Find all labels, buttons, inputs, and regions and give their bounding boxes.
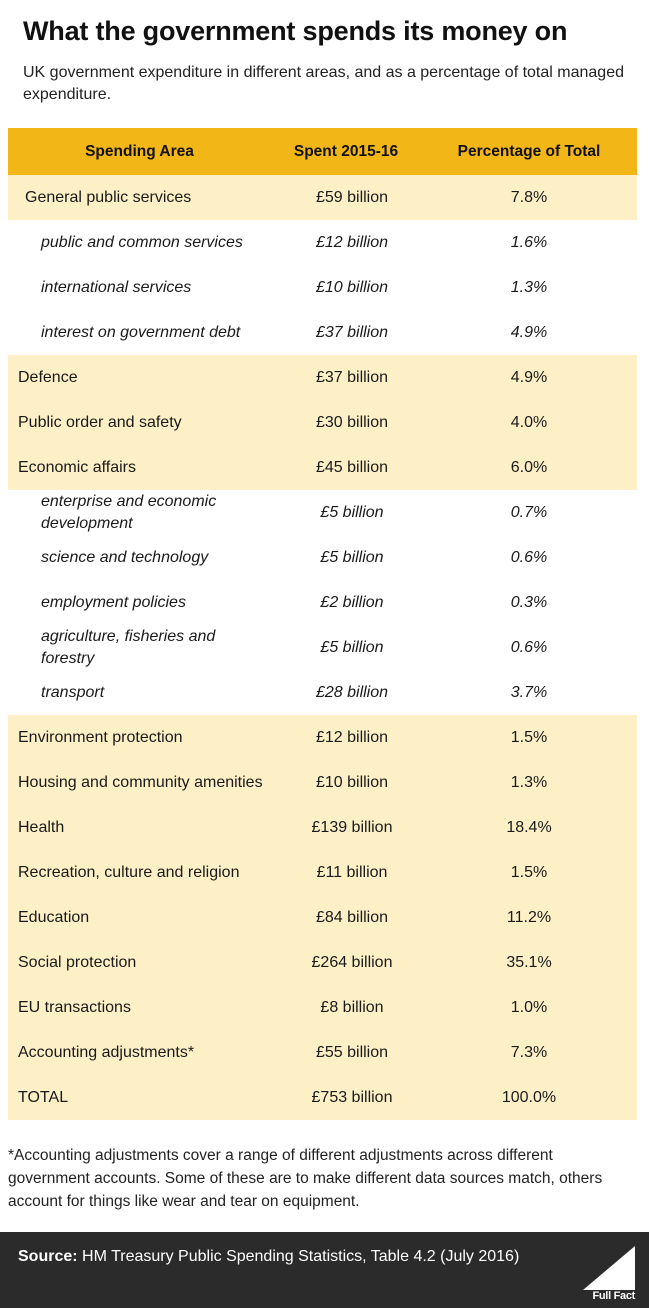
table-row: employment policies £2 billion 0.3% xyxy=(8,580,637,625)
table-row: Housing and community amenities £10 bill… xyxy=(8,760,637,805)
spending-table: Spending Area Spent 2015-16 Percentage o… xyxy=(8,128,637,1120)
row-percentage: 0.6% xyxy=(510,638,548,656)
row-spent: £37 billion xyxy=(315,323,389,341)
row-spent: £12 billion xyxy=(315,728,389,746)
row-area: Defence xyxy=(18,368,78,386)
header-spent: Spent 2015-16 xyxy=(293,142,399,160)
row-area: interest on government debt xyxy=(41,323,241,341)
row-spent: £28 billion xyxy=(315,683,389,701)
table-row-total: TOTAL £753 billion 100.0% xyxy=(8,1075,637,1120)
row-percentage: 1.5% xyxy=(510,728,548,746)
source-bar: Source: HM Treasury Public Spending Stat… xyxy=(0,1232,649,1308)
row-percentage: 1.5% xyxy=(510,863,548,881)
row-area: Accounting adjustments* xyxy=(18,1043,195,1061)
table-row: Health £139 billion 18.4% xyxy=(8,805,637,850)
row-area: Health xyxy=(18,818,65,836)
table-row: interest on government debt £37 billion … xyxy=(8,310,637,355)
table-row: transport £28 billion 3.7% xyxy=(8,670,637,715)
row-area: Public order and safety xyxy=(18,413,182,431)
row-area: General public services xyxy=(25,188,192,206)
row-area: transport xyxy=(41,683,105,701)
row-percentage: 1.0% xyxy=(510,998,548,1016)
table-row: Recreation, culture and religion £11 bil… xyxy=(8,850,637,895)
row-area: Education xyxy=(18,908,90,926)
row-area: public and common services xyxy=(41,233,243,251)
row-area: employment policies xyxy=(41,593,186,611)
row-area: science and technology xyxy=(41,548,209,566)
row-spent: £5 billion xyxy=(320,503,384,521)
row-percentage: 0.3% xyxy=(510,593,548,611)
source-text: Source: HM Treasury Public Spending Stat… xyxy=(18,1248,519,1266)
row-percentage: 35.1% xyxy=(506,953,552,971)
row-percentage: 0.7% xyxy=(510,503,548,521)
row-percentage: 4.0% xyxy=(510,413,548,431)
row-percentage: 1.3% xyxy=(510,773,548,791)
row-percentage: 1.6% xyxy=(510,233,548,251)
table-row: agriculture, fisheries and forestry £5 b… xyxy=(8,625,637,670)
row-percentage: 4.9% xyxy=(510,323,548,341)
row-percentage: 1.3% xyxy=(510,278,548,296)
row-spent: £45 billion xyxy=(315,458,389,476)
row-percentage: 6.0% xyxy=(510,458,548,476)
row-spent: £59 billion xyxy=(315,188,389,206)
row-percentage: 3.7% xyxy=(510,683,548,701)
row-spent: £264 billion xyxy=(311,953,393,971)
row-area: EU transactions xyxy=(18,998,131,1016)
row-area: enterprise and economic development xyxy=(41,492,217,532)
row-percentage: 0.6% xyxy=(510,548,548,566)
row-spent: £37 billion xyxy=(315,368,389,386)
logo-text: Full Fact xyxy=(592,1290,635,1302)
table-row: science and technology £5 billion 0.6% xyxy=(8,535,637,580)
table-header: Spending Area Spent 2015-16 Percentage o… xyxy=(8,128,637,175)
row-area: TOTAL xyxy=(18,1088,69,1106)
table-row: EU transactions £8 billion 1.0% xyxy=(8,985,637,1030)
row-area: Housing and community amenities xyxy=(18,773,263,791)
row-spent: £12 billion xyxy=(315,233,389,251)
row-spent: £10 billion xyxy=(315,278,389,296)
row-area: Economic affairs xyxy=(18,458,136,476)
source-label: Source: xyxy=(18,1248,78,1265)
row-spent: £10 billion xyxy=(315,773,389,791)
table-row: Accounting adjustments* £55 billion 7.3% xyxy=(8,1030,637,1075)
table-row: enterprise and economic development £5 b… xyxy=(8,490,637,535)
table-row: Education £84 billion 11.2% xyxy=(8,895,637,940)
table-row: General public services £59 billion 7.8% xyxy=(8,175,637,220)
row-spent: £139 billion xyxy=(311,818,393,836)
page-title: What the government spends its money on xyxy=(23,16,568,46)
row-area: Social protection xyxy=(18,953,137,971)
row-spent: £5 billion xyxy=(320,638,384,656)
footnote: *Accounting adjustments cover a range of… xyxy=(8,1147,603,1210)
table-row: Social protection £264 billion 35.1% xyxy=(8,940,637,985)
row-spent: £2 billion xyxy=(320,593,384,611)
row-percentage: 100.0% xyxy=(501,1088,557,1106)
row-percentage: 7.3% xyxy=(510,1043,548,1061)
row-area: Environment protection xyxy=(18,728,183,746)
table-row: public and common services £12 billion 1… xyxy=(8,220,637,265)
row-percentage: 7.8% xyxy=(510,188,548,206)
row-spent: £5 billion xyxy=(320,548,384,566)
table-row: Economic affairs £45 billion 6.0% xyxy=(8,445,637,490)
row-spent: £84 billion xyxy=(315,908,389,926)
page-subtitle: UK government expenditure in different a… xyxy=(23,64,624,103)
row-percentage: 18.4% xyxy=(506,818,552,836)
row-spent: £30 billion xyxy=(315,413,389,431)
header-spending-area: Spending Area xyxy=(85,142,194,160)
table-row: Public order and safety £30 billion 4.0% xyxy=(8,400,637,445)
row-spent: £55 billion xyxy=(315,1043,389,1061)
row-spent: £753 billion xyxy=(311,1088,393,1106)
row-area: international services xyxy=(41,278,192,296)
header-percentage: Percentage of Total xyxy=(457,142,601,160)
table-row: Defence £37 billion 4.9% xyxy=(8,355,637,400)
table-row: Environment protection £12 billion 1.5% xyxy=(8,715,637,760)
table-row: international services £10 billion 1.3% xyxy=(8,265,637,310)
row-area: agriculture, fisheries and forestry xyxy=(41,627,216,667)
row-spent: £11 billion xyxy=(316,863,388,881)
row-area: Recreation, culture and religion xyxy=(18,863,240,881)
full-fact-logo-icon xyxy=(583,1246,635,1290)
row-percentage: 11.2% xyxy=(506,908,552,926)
row-percentage: 4.9% xyxy=(510,368,548,386)
row-spent: £8 billion xyxy=(320,998,384,1016)
source-reference: HM Treasury Public Spending Statistics, … xyxy=(77,1248,520,1265)
